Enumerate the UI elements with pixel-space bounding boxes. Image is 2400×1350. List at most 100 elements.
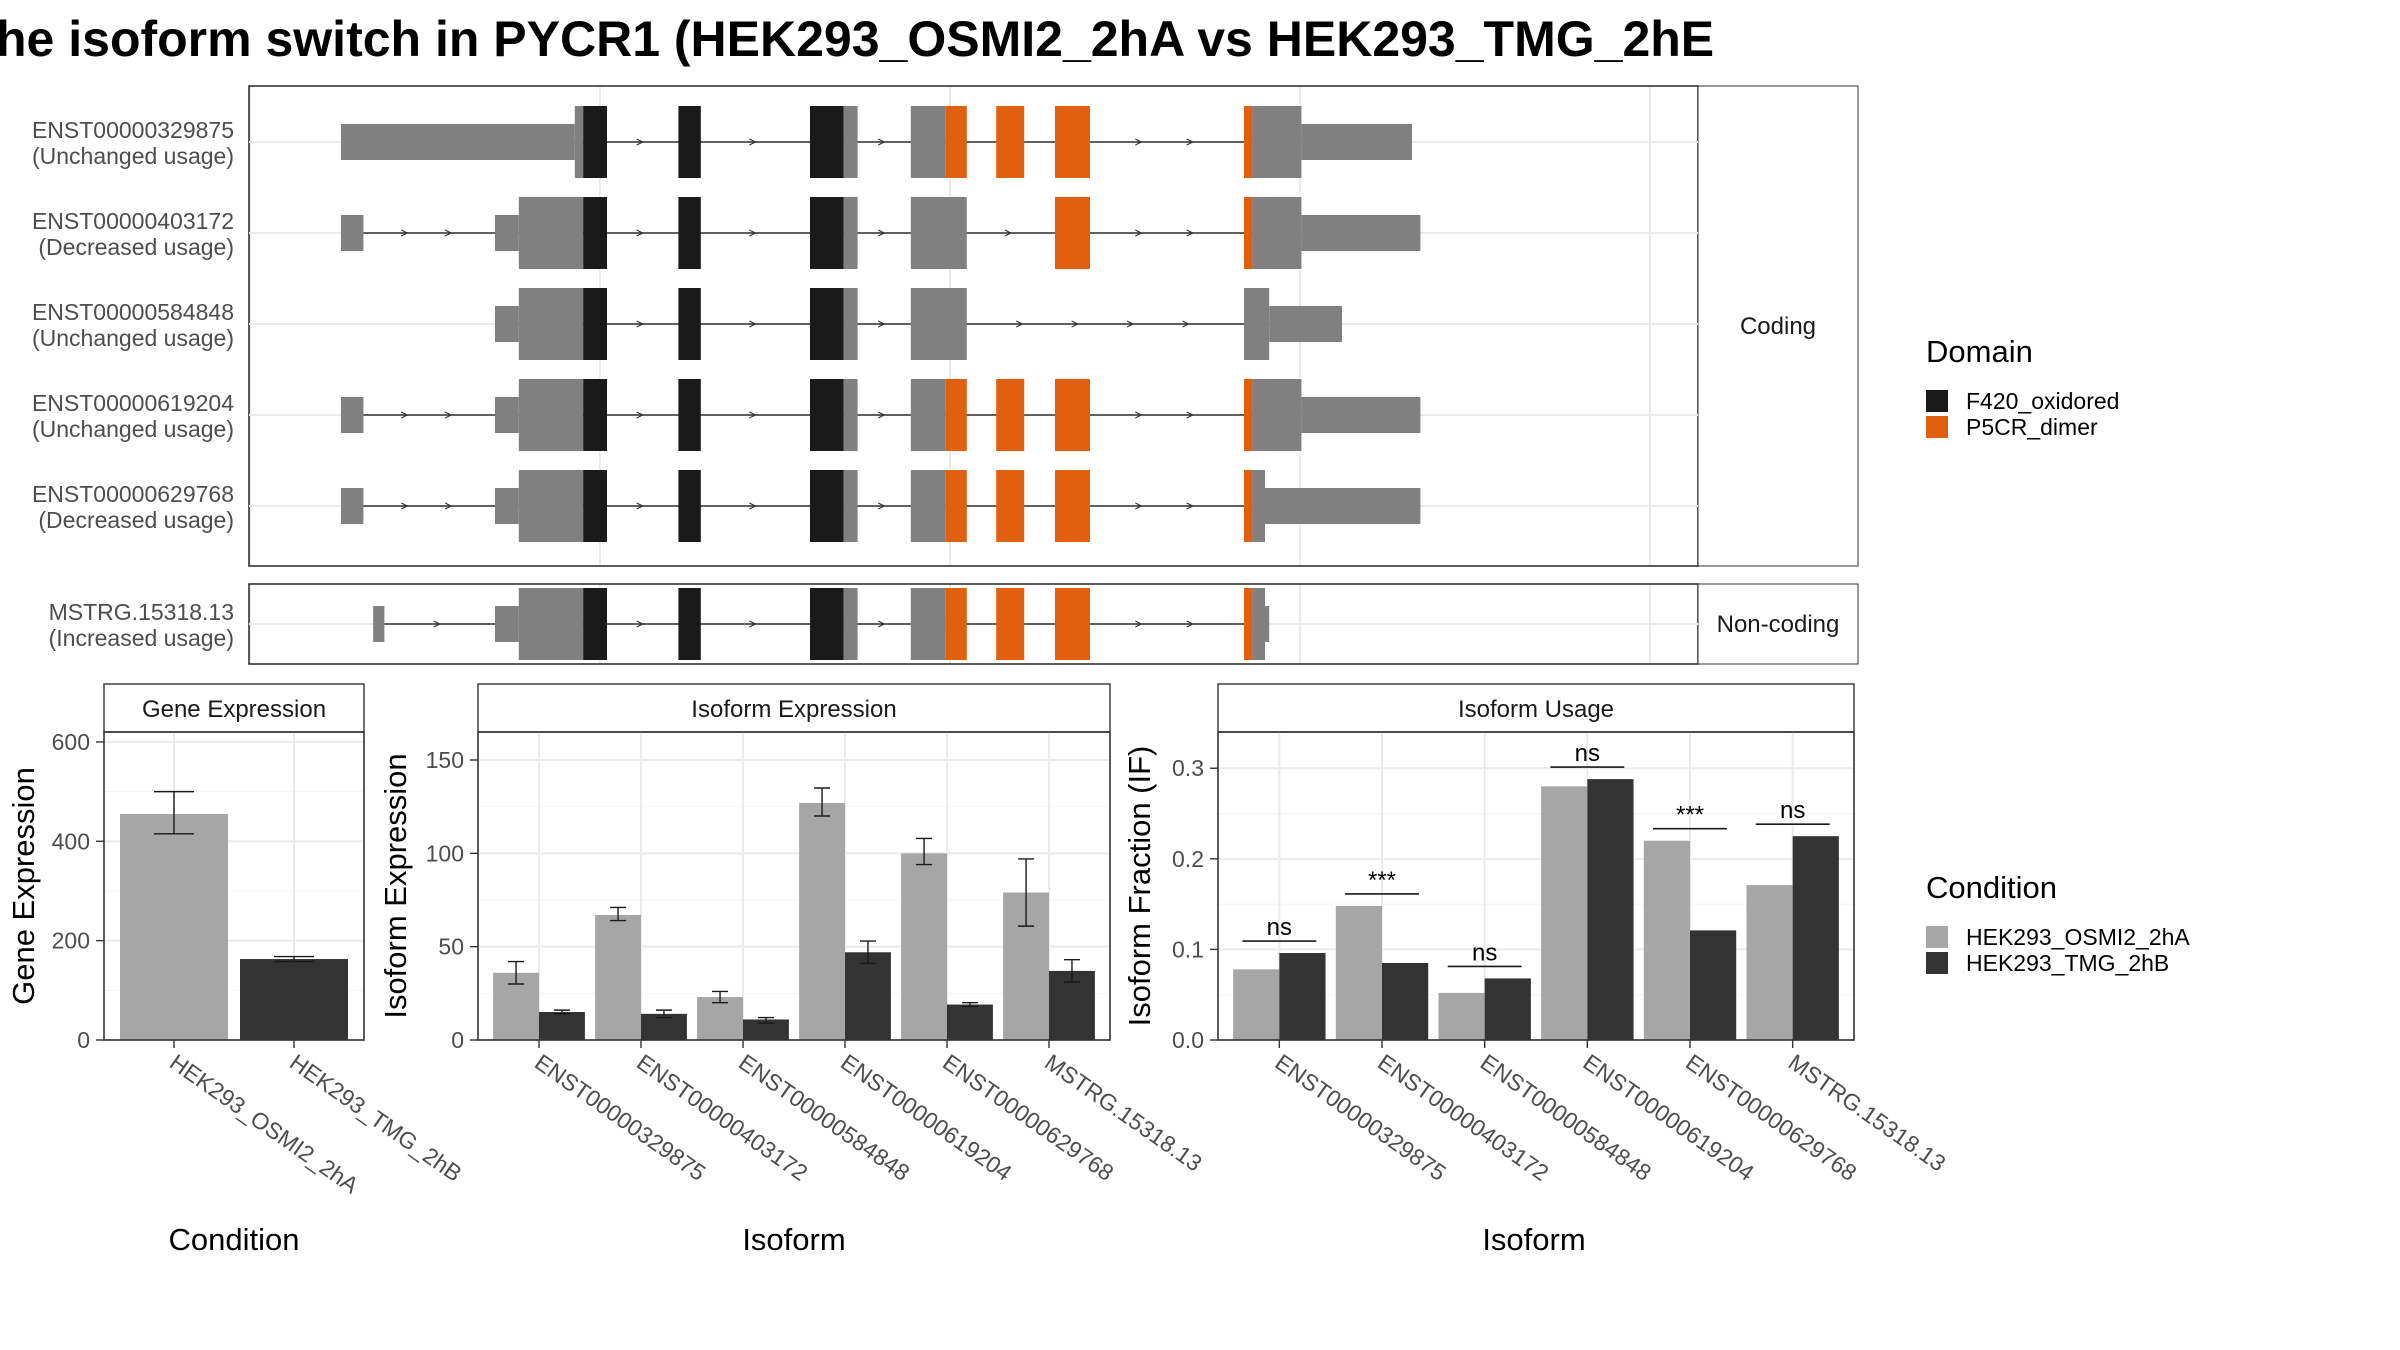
exon-utr: [1265, 488, 1421, 524]
y-tick-label: 0: [451, 1027, 464, 1053]
intron-arrow: [400, 502, 409, 510]
x-tick-label: ENST00000584848: [734, 1049, 914, 1186]
transcript-usage-label: (Increased usage): [49, 625, 234, 651]
exon-F420-oxidored: [810, 106, 844, 178]
exon-cds: [1252, 379, 1302, 451]
panel-strip: [1217, 683, 1855, 733]
intron-arrow: [1135, 620, 1143, 628]
exon-cds: [910, 197, 967, 269]
exon-F420-oxidored: [678, 197, 701, 269]
condition-legend-swatch: [1926, 926, 1948, 948]
significance-label: ns: [1780, 797, 1805, 824]
intron-arrow: [749, 320, 757, 328]
exon-cds: [843, 379, 858, 451]
intron-arrow: [1126, 320, 1135, 328]
intron-arrow: [444, 229, 453, 237]
exon-P5CR-dimer: [1055, 470, 1090, 542]
bar: [697, 997, 743, 1040]
exon-F420-oxidored: [583, 470, 607, 542]
exon-F420-oxidored: [583, 197, 607, 269]
exon-P5CR-dimer: [996, 379, 1025, 451]
transcript-usage-label: (Unchanged usage): [32, 143, 234, 169]
bar-charts-area: Gene ExpressionHEK293_OSMI2_2hAHEK293_TM…: [6, 683, 1951, 1257]
bar: [1792, 836, 1839, 1040]
transcript-usage-label: (Decreased usage): [38, 234, 234, 260]
exon-F420-oxidored: [810, 470, 844, 542]
intron-arrow: [1071, 320, 1080, 328]
exon-cds: [1252, 197, 1302, 269]
noncoding-strip: [1697, 583, 1859, 665]
bar: [1746, 885, 1793, 1040]
y-tick-label: 0.2: [1172, 846, 1204, 872]
intron-arrow: [400, 411, 409, 419]
condition-legend-label: HEK293_OSMI2_2hA: [1966, 924, 2190, 950]
exon-P5CR-dimer: [996, 470, 1025, 542]
exon-P5CR-dimer: [945, 470, 967, 542]
facet-label: Non-coding: [1717, 611, 1840, 638]
exon-utr: [1265, 606, 1270, 642]
intron-arrow: [877, 138, 886, 146]
exon-P5CR-dimer: [1055, 106, 1090, 178]
exon-P5CR-dimer: [945, 106, 967, 178]
bar: [1484, 978, 1531, 1040]
exon-F420-oxidored: [810, 288, 844, 360]
bar: [1335, 905, 1382, 1040]
intron-arrow: [1186, 229, 1195, 237]
exon-cds: [1252, 470, 1265, 542]
y-tick-label: 200: [52, 928, 90, 954]
intron-arrow: [877, 411, 886, 419]
exon-cds: [1244, 288, 1270, 360]
intron-arrow: [1135, 502, 1143, 510]
intron-arrow: [877, 320, 886, 328]
exon-P5CR-dimer: [1244, 197, 1253, 269]
exon-cds: [518, 288, 584, 360]
condition-legend-swatch: [1926, 952, 1948, 974]
bar: [799, 802, 845, 1040]
exon-F420-oxidored: [678, 470, 701, 542]
intron-arrow: [433, 620, 442, 628]
x-tick-label: ENST00000329875: [530, 1049, 710, 1186]
exon-cds: [518, 379, 584, 451]
condition-legend-title: Condition: [1926, 870, 2057, 905]
exon-utr: [1301, 124, 1412, 160]
domain-legend-swatch: [1926, 390, 1948, 412]
transcript-id-label: ENST00000584848: [32, 299, 234, 325]
exon-utr: [373, 606, 385, 642]
x-tick-label: ENST00000403172: [1373, 1049, 1553, 1186]
intron-arrow: [1186, 502, 1195, 510]
intron-arrow: [749, 138, 757, 146]
exon-cds: [843, 588, 858, 660]
significance-label: ***: [1368, 867, 1396, 894]
exon-cds: [518, 588, 584, 660]
domain-legend-title: Domain: [1926, 334, 2033, 369]
exon-F420-oxidored: [678, 106, 701, 178]
intron-arrow: [749, 502, 757, 510]
bar: [1690, 930, 1737, 1040]
exon-F420-oxidored: [678, 288, 701, 360]
x-tick-label: ENST00000329875: [1270, 1049, 1450, 1186]
transcript-id-label: ENST00000329875: [32, 117, 234, 143]
intron-arrow: [877, 620, 886, 628]
x-axis-title: Isoform: [1482, 1222, 1585, 1257]
exon-P5CR-dimer: [1055, 379, 1090, 451]
intron-arrow: [877, 229, 886, 237]
bar: [539, 1012, 585, 1040]
transcript-usage-label: (Unchanged usage): [32, 416, 234, 442]
exon-F420-oxidored: [810, 379, 844, 451]
intron-arrow: [636, 620, 645, 628]
y-tick-label: 0.0: [1172, 1027, 1204, 1053]
exon-cds: [1252, 588, 1265, 660]
exon-cds: [843, 470, 858, 542]
bar: [1541, 786, 1588, 1040]
exon-P5CR-dimer: [1244, 588, 1253, 660]
exon-cds: [910, 470, 946, 542]
intron-arrow: [636, 502, 645, 510]
bar: [743, 1019, 789, 1040]
exon-utr: [341, 397, 364, 433]
intron-arrow: [636, 229, 645, 237]
intron-arrow: [636, 320, 645, 328]
x-axis-title: Isoform: [742, 1222, 845, 1257]
bar: [1233, 969, 1280, 1040]
transcript-id-label: ENST00000619204: [32, 390, 234, 416]
